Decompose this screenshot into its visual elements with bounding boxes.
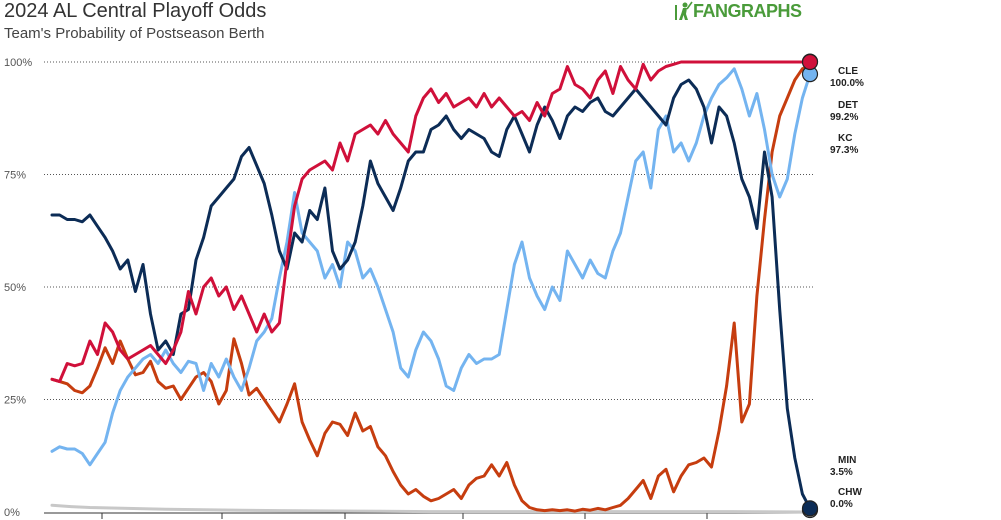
end-label-team: KC xyxy=(838,133,852,144)
end-label-team: CLE xyxy=(838,66,858,77)
end-label-value: 97.3% xyxy=(830,145,858,156)
end-label-value: 0.0% xyxy=(830,499,853,510)
end-label-team: DET xyxy=(838,100,858,111)
series-line-cle xyxy=(50,60,812,383)
end-label-value: 99.2% xyxy=(830,112,858,123)
fangraphs-logo[interactable]: FANGRAPHS xyxy=(673,1,802,21)
chart-title: 2024 AL Central Playoff Odds xyxy=(4,0,267,22)
end-label-team: MIN xyxy=(838,455,856,466)
chart-subtitle: Team's Probability of Postseason Berth xyxy=(4,25,265,42)
series-line-det xyxy=(50,78,812,510)
y-tick-label: 100% xyxy=(4,57,32,69)
series-line-chw xyxy=(50,503,812,514)
end-label-value: 3.5% xyxy=(830,467,853,478)
y-tick-label: 50% xyxy=(4,282,26,294)
y-tick-label: 0% xyxy=(4,507,20,519)
series-line-min xyxy=(50,64,812,513)
y-tick-label: 25% xyxy=(4,395,26,407)
batter-icon xyxy=(673,1,693,21)
end-marker-det xyxy=(801,500,819,517)
end-label-value: 100.0% xyxy=(830,78,864,89)
end-label-team: CHW xyxy=(838,487,862,498)
end-marker-cle xyxy=(801,53,819,71)
series-line-kc xyxy=(50,67,812,467)
y-tick-label: 75% xyxy=(4,170,26,182)
logo-text: FANGRAPHS xyxy=(693,0,802,21)
